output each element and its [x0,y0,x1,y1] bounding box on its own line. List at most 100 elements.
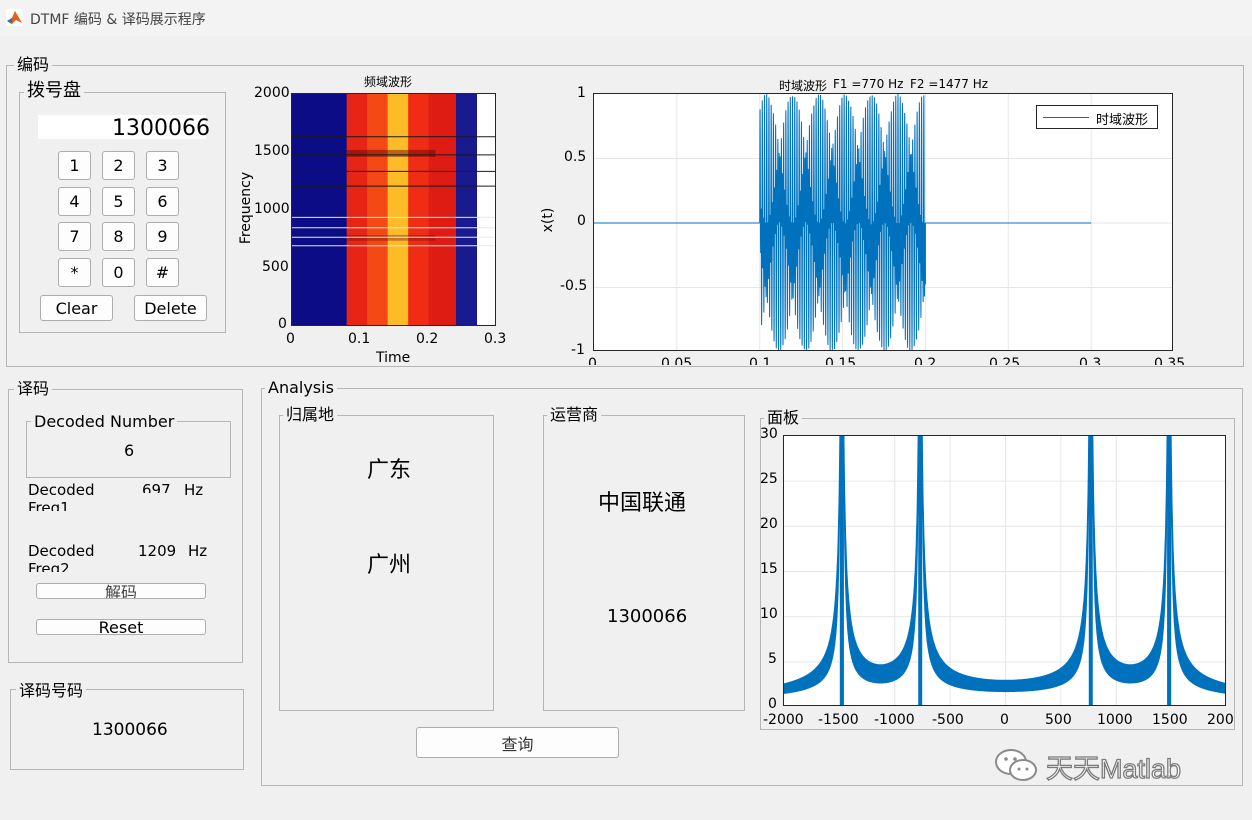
board-ytick-30: 30 [760,426,778,442]
key-7[interactable]: 7 [58,222,91,251]
reset-button[interactable]: Reset [36,619,206,635]
time-plot-f2: F2 =1477 Hz [910,77,989,91]
analysis-panel [261,388,1243,786]
time-ytick-neg1: -1 [571,342,585,358]
spectrogram-plot [292,94,495,325]
spectrogram-column-4 [408,94,430,325]
time-legend-label: 时域波形 [1096,113,1149,128]
key-8[interactable]: 8 [102,222,135,251]
spectrogram-ytick-2000: 2000 [254,85,290,101]
carrier-name: 中国联通 [598,491,687,516]
decoded-freq1-unit: Hz [184,481,204,499]
board-ytick-25: 25 [760,471,778,487]
dialpad-title: 拨号盘 [24,82,84,100]
board-ytick-20: 20 [760,516,778,532]
board-ytick-5: 5 [768,651,777,667]
board-ytick-0: 0 [768,696,777,712]
board-ytick-10: 10 [760,606,778,622]
key-star[interactable]: * [58,258,91,287]
time-xtick-0.1: 0.1 [749,356,772,365]
board-xtick-neg500: -500 [932,712,964,728]
spectrogram-column-1 [346,94,368,325]
key-3[interactable]: 3 [146,151,179,180]
time-ytick-0: 0 [577,213,586,229]
spectrogram-xlabel: Time [376,350,411,366]
time-xtick-0.3: 0.3 [1079,356,1102,365]
key-hash[interactable]: # [146,258,179,287]
query-button[interactable]: 查询 [416,727,619,758]
dialpad-panel [19,92,226,333]
spectrogram-energy-band-high [346,149,436,157]
key-6[interactable]: 6 [146,187,179,216]
board-xtick-500: 500 [1045,712,1072,728]
spectrogram-title: 频域波形 [364,75,413,89]
board-panel [760,418,1235,730]
time-plot-f1: F1 =770 Hz [833,77,904,91]
spectrogram-column-3 [387,94,409,325]
carrier-panel [543,415,745,711]
decode-panel-title: 译码 [14,380,53,398]
board-spectrum-band [784,436,1225,694]
decoded-number-title: Decoded Number [31,413,178,431]
key-9[interactable]: 9 [146,222,179,251]
spectrogram-ytick-0: 0 [278,316,287,332]
decoded-freq1-label: Decoded Freq1 [28,481,95,511]
delete-button[interactable]: Delete [134,295,207,321]
time-plot [594,94,1172,350]
dial-display-value: 1300066 [112,116,210,141]
location-panel [279,415,494,711]
carrier-number: 1300066 [607,606,688,627]
board-plot [784,436,1225,705]
encode-panel [6,65,1244,367]
spectrogram-xtick-0: 0 [286,331,295,347]
spectrogram-xtick-0.3: 0.3 [484,331,507,347]
board-xtick-neg1000: -1000 [874,712,915,728]
board-xtick-200: 200 [1207,712,1234,728]
decode-button[interactable]: 解码 [36,583,206,599]
key-0[interactable]: 0 [102,258,135,287]
board-title: 面板 [764,409,803,427]
time-waveform-line [594,94,1092,350]
spectrogram-ytick-1500: 1500 [254,143,290,159]
spectrogram-ylabel: Frequency [238,171,254,245]
decoded-freq2-value: 1209 [138,542,177,560]
decoded-freq2-unit: Hz [188,542,208,560]
watermark: 天天Matlab [994,746,1182,786]
board-xtick-0: 0 [1000,712,1009,728]
time-xtick-0: 0 [588,356,597,365]
matlab-logo-icon [6,9,23,26]
time-ylabel: x(t) [540,207,556,233]
time-xtick-0.25: 0.25 [989,356,1021,365]
time-legend: 时域波形 [1036,105,1158,129]
clear-button[interactable]: Clear [40,295,113,321]
time-plot-title: 时域波形 [779,79,828,93]
time-xtick-0.2: 0.2 [914,356,937,365]
spectrogram-ytick-1000: 1000 [254,201,290,217]
board-ytick-15: 15 [760,561,778,577]
time-xtick-0.05: 0.05 [661,356,693,365]
decode-panel [8,389,243,663]
spectrogram-axes [291,93,496,326]
spectrogram-column-5 [428,94,457,325]
spectrogram-energy-band-low [346,234,436,241]
time-xtick-0.15: 0.15 [825,356,857,365]
time-xtick-0.35: 0.35 [1154,356,1186,365]
encode-panel-title: 编码 [14,56,53,74]
spectrogram-xtick-0.2: 0.2 [416,331,439,347]
board-xtick-neg2000: -2000 [763,712,804,728]
board-axes [783,435,1226,706]
location-title: 归属地 [283,406,338,424]
wechat-icon [995,749,1037,781]
key-5[interactable]: 5 [102,187,135,216]
spectrogram-ytick-500: 500 [262,259,289,275]
decoded-freq1-value: 697 [142,481,171,493]
key-2[interactable]: 2 [102,151,135,180]
key-4[interactable]: 4 [58,187,91,216]
spectrogram-column-0 [292,94,348,325]
spectrogram-column-2 [367,94,389,325]
spectrogram-column-6 [456,94,477,325]
decoded-number-value: 6 [124,441,135,460]
location-province: 广东 [367,458,412,483]
decoded-digits-panel [10,689,244,770]
key-1[interactable]: 1 [58,151,91,180]
